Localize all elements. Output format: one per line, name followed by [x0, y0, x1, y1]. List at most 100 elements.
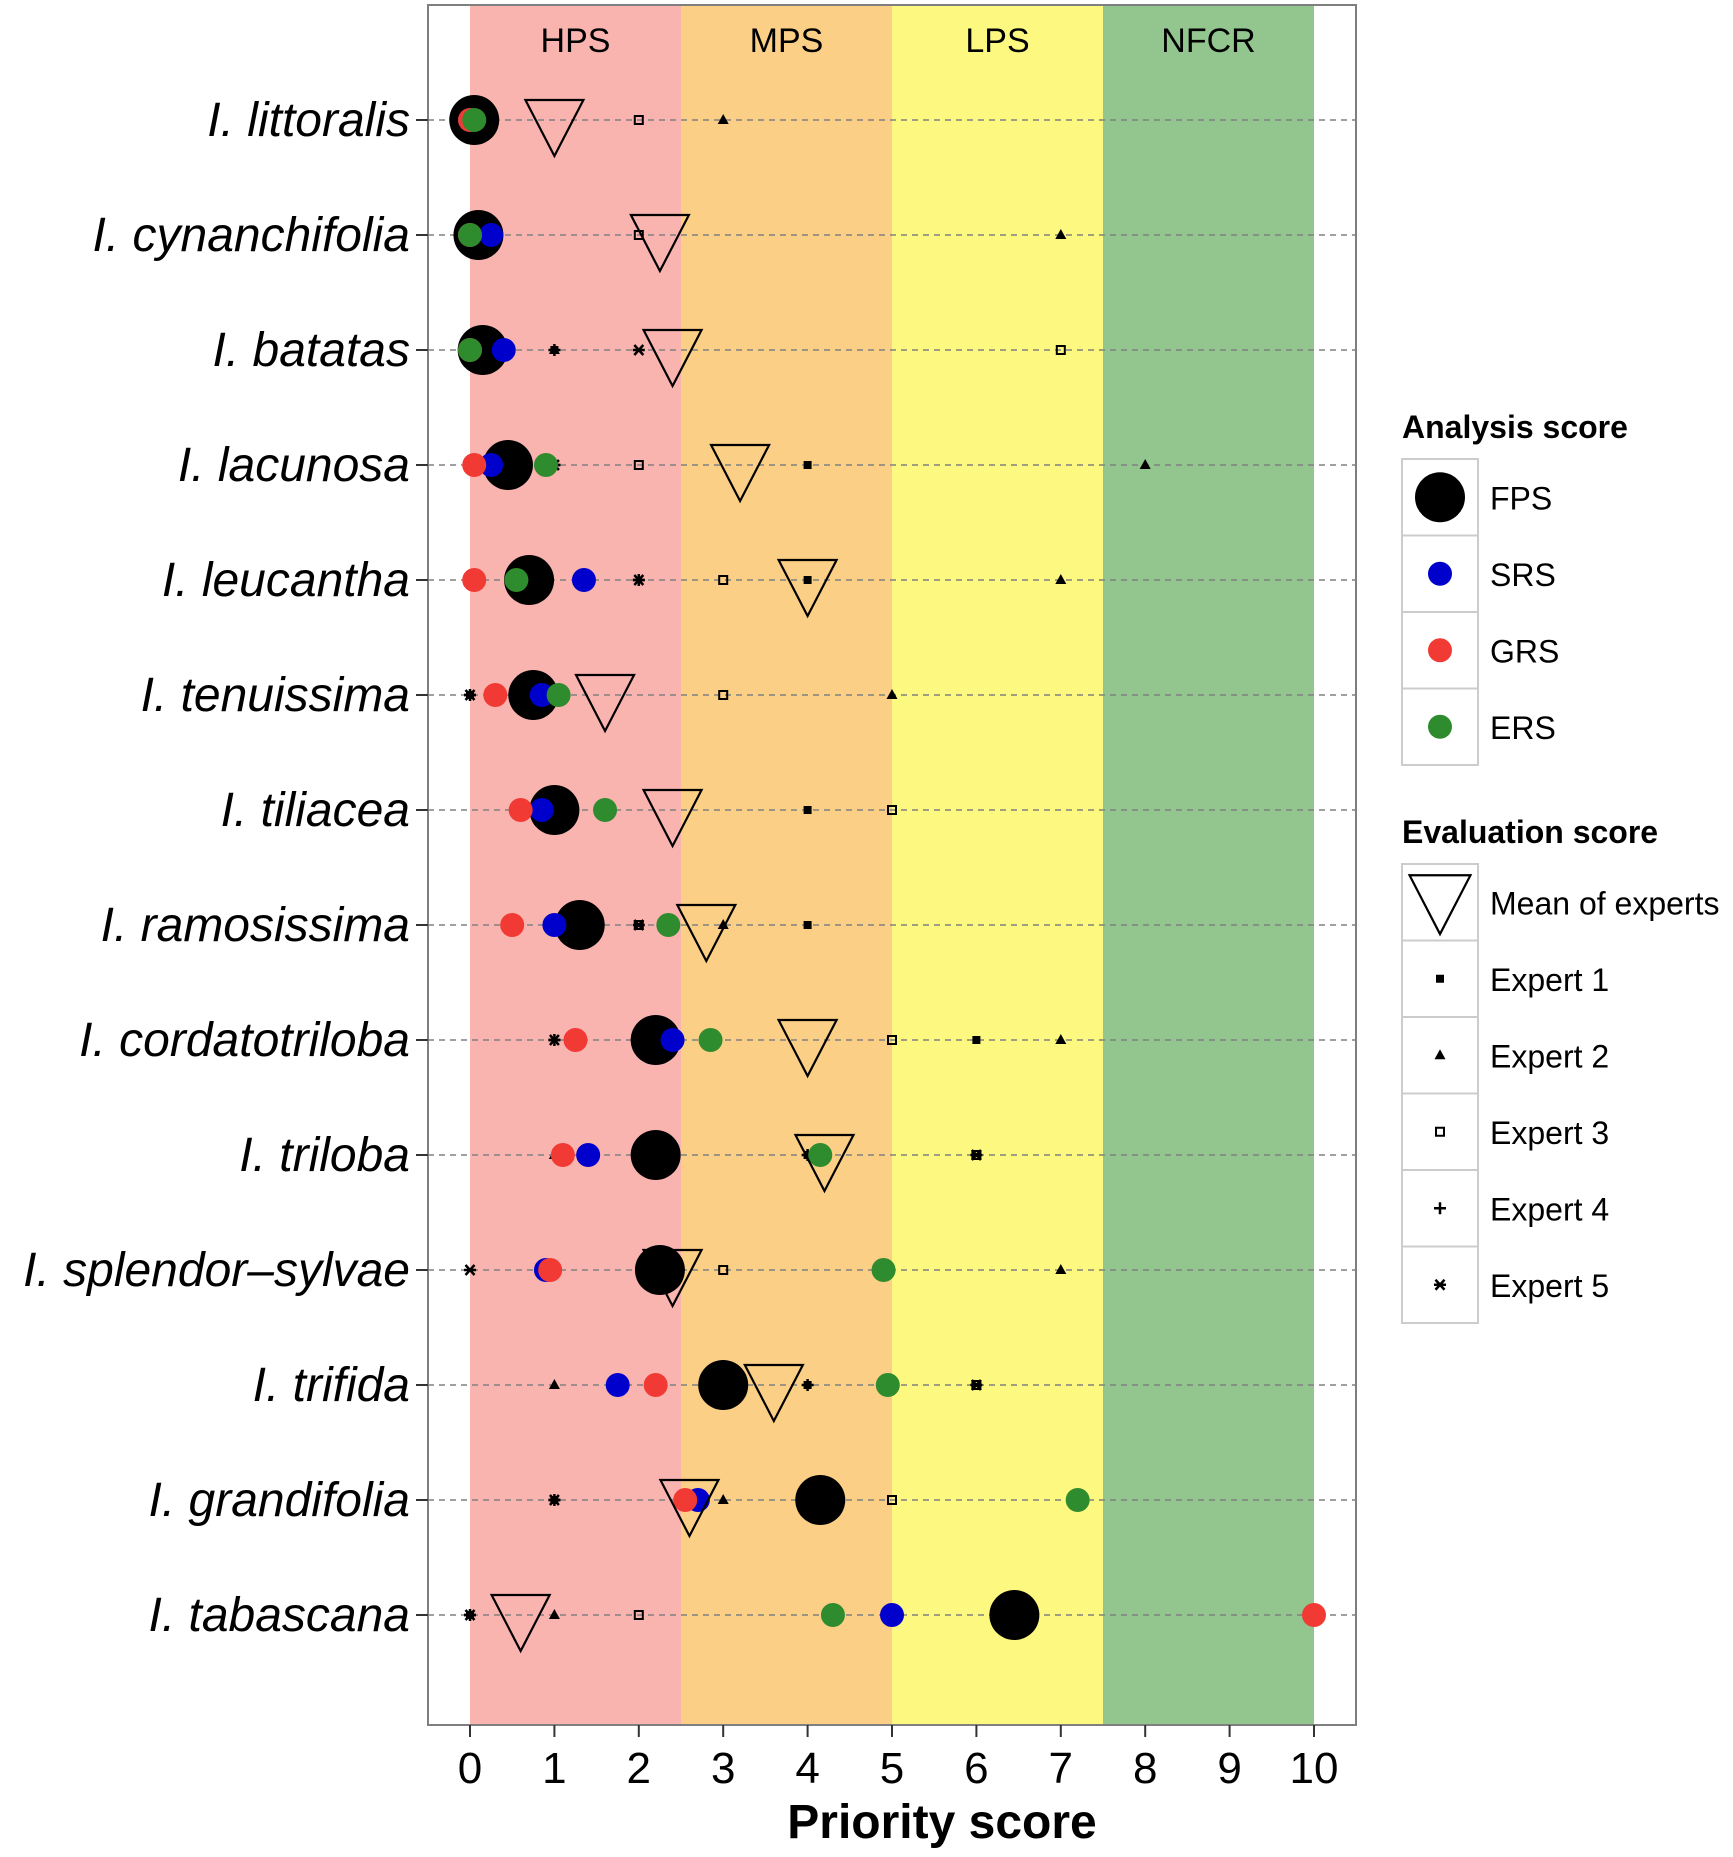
mark-grs-i-ramosissima [500, 913, 525, 937]
species-label-i-cordatotriloba: I. cordatotriloba [79, 1014, 410, 1067]
mark-expert-2-i-ramosissima [717, 919, 729, 929]
expert-5-star [632, 919, 645, 931]
mark-ers-i-tiliacea [593, 798, 618, 822]
legend-key-box [1401, 1092, 1479, 1171]
species-label-i-cynanchifolia: I. cynanchifolia [92, 209, 410, 262]
mark-grs-i-tiliacea [508, 798, 533, 822]
legend-key-box [1401, 863, 1479, 942]
legend-label-grs: GRS [1490, 633, 1559, 669]
species-label-i-lacunosa: I. lacunosa [178, 439, 410, 492]
mark-srs-i-leucantha [571, 568, 596, 592]
mark-expert-2-i-tabascana [548, 1609, 560, 1619]
mark-mean-of-experts-i-trifida [743, 1363, 805, 1424]
mark-grs-i-grandifolia [673, 1488, 698, 1512]
expert-5-star [464, 689, 476, 701]
mark-ers-i-littoralis [462, 108, 487, 132]
mark-mean-of-experts-i-leucantha [776, 558, 839, 619]
legend-label-ers: ERS [1490, 710, 1556, 746]
expert-2-triangle [1055, 1034, 1067, 1044]
mark-expert-3-i-tabascana [633, 1610, 644, 1620]
expert-1-square [1436, 974, 1444, 983]
mark-expert-2-i-grandifolia [717, 1494, 729, 1504]
species-label-i-tabascana: I. tabascana [148, 1589, 410, 1642]
x-tick-label: 10 [1290, 1744, 1339, 1793]
mark-ers-i-cordatotriloba [698, 1028, 723, 1052]
mark-ers-i-tenuissima [546, 683, 571, 707]
mark-expert-5-i-leucantha [632, 574, 645, 586]
legend-label-expert-4: Expert 4 [1490, 1191, 1609, 1227]
mark-srs-i-cordatotriloba [660, 1028, 685, 1052]
legend-key-ers [1428, 714, 1452, 739]
mark-grs-i-cordatotriloba [563, 1028, 588, 1052]
mark-expert-2-i-littoralis [717, 114, 729, 124]
mark-fps-i-leucantha [504, 555, 555, 605]
mark-srs-i-batatas [491, 338, 516, 362]
expert-1-square [803, 461, 812, 469]
x-tick-label: 5 [880, 1744, 904, 1793]
mark-ers-i-batatas [458, 338, 482, 362]
expert-2-triangle [1434, 1049, 1446, 1060]
mark-fps-i-grandifolia [795, 1475, 846, 1525]
band-hps [470, 5, 681, 1725]
expert-1-square [972, 1036, 981, 1044]
legend-label-expert-3: Expert 3 [1490, 1115, 1609, 1151]
mark-expert-3-i-tiliacea [887, 805, 897, 815]
expert-2-triangle [1055, 1264, 1067, 1274]
mark-expert-5-i-splendor-sylvae [464, 1264, 476, 1276]
mark-expert-3-i-cordatotriloba [887, 1035, 897, 1045]
mark-grs-i-tenuissima [483, 683, 508, 707]
mark-grs-i-splendor-sylvae [538, 1258, 563, 1282]
expert-5-star [464, 1609, 476, 1621]
mark-expert-3-i-grandifolia [887, 1495, 897, 1505]
mark-expert-2-i-lacunosa [1139, 459, 1151, 469]
expert-5-star [1434, 1278, 1446, 1291]
legend-key-expert-3 [1435, 1126, 1445, 1137]
mark-srs-i-ramosissima [542, 913, 567, 937]
legend-key-mean-of-experts [1407, 874, 1473, 937]
mark-mean-of-experts-i-cynanchifolia [629, 213, 691, 274]
expert-3-open-square [887, 805, 897, 815]
mark-ers-i-leucantha [504, 568, 529, 592]
mark-fps-i-ramosissima [554, 900, 605, 950]
legend-key-grs [1428, 638, 1452, 663]
mark-expert-4-i-batatas [548, 344, 561, 356]
species-label-i-triloba: I. triloba [239, 1129, 410, 1182]
legend-key-expert-2 [1434, 1049, 1446, 1060]
mark-expert-1-i-cordatotriloba [972, 1036, 981, 1044]
species-label-i-ramosissima: I. ramosissima [101, 899, 410, 952]
band-label-hps: HPS [541, 22, 611, 60]
mark-expert-1-i-ramosissima [803, 921, 812, 929]
band-label-nfcr: NFCR [1161, 22, 1255, 60]
mark-expert-2-i-trifida [548, 1379, 560, 1389]
mark-srs-i-triloba [576, 1143, 601, 1167]
mark-expert-5-i-cordatotriloba [548, 1034, 561, 1046]
band-lps [892, 5, 1103, 1725]
species-label-i-batatas: I. batatas [213, 324, 410, 377]
expert-2-triangle [717, 1494, 729, 1504]
mark-fps-i-splendor-sylvae [634, 1245, 685, 1295]
expert-3-open-square [633, 460, 644, 470]
mark-mean-of-experts-i-tabascana [489, 1593, 552, 1654]
mark-mean-of-experts-i-cordatotriloba [776, 1018, 839, 1079]
mark-fps-i-triloba [630, 1130, 681, 1180]
mark-expert-5-i-tabascana [464, 1609, 476, 1621]
expert-3-open-square [1435, 1126, 1445, 1137]
legend-title-analysis: Analysis score [1402, 409, 1628, 445]
mark-expert-5-i-ramosissima [632, 919, 645, 931]
species-label-i-grandifolia: I. grandifolia [149, 1474, 411, 1527]
mark-mean-of-experts-i-tiliacea [641, 788, 704, 849]
mark-expert-3-i-leucantha [718, 575, 729, 585]
mark-expert-5-i-grandifolia [548, 1494, 561, 1506]
band-label-lps: LPS [965, 22, 1029, 60]
legend-key-expert-4 [1434, 1202, 1446, 1215]
x-tick-label: 8 [1133, 1744, 1157, 1793]
expert-5-star [970, 1379, 983, 1391]
mark-grs-i-tabascana [1302, 1603, 1326, 1627]
expert-5-star [632, 574, 645, 586]
mark-ers-i-trifida [875, 1373, 900, 1397]
expert-2-triangle [1139, 459, 1151, 469]
expert-5-star [970, 1149, 983, 1161]
mark-mean-of-experts-i-splendor-sylvae [641, 1248, 704, 1309]
expert-2-triangle [548, 1609, 560, 1619]
expert-5-star [548, 1034, 561, 1046]
